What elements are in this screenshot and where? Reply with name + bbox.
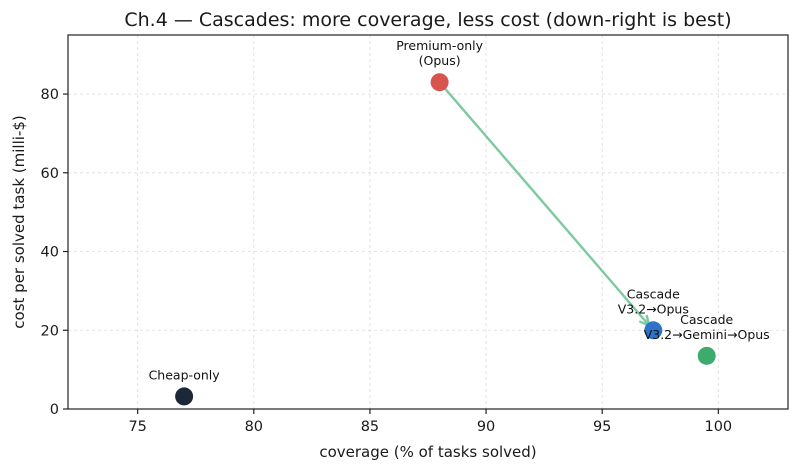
point-labels: Cheap-onlyPremium-only(Opus)CascadeV3.2→… — [149, 38, 770, 382]
plot-frame — [67, 34, 789, 410]
y-tick-label: 0 — [50, 402, 59, 418]
x-tick-label: 100 — [704, 419, 732, 435]
scatter-point — [697, 346, 716, 365]
y-axis-ticks: 0 20 40 60 80 — [41, 87, 68, 418]
x-tick-label: 95 — [593, 419, 611, 435]
arrow-layer — [442, 86, 652, 328]
y-tick-label: 40 — [41, 245, 59, 261]
point-label: (Opus) — [419, 53, 461, 68]
x-tick-label: 80 — [245, 419, 263, 435]
points-layer — [175, 73, 716, 406]
point-label: Cascade — [627, 286, 680, 301]
point-label: Premium-only — [396, 38, 483, 53]
x-axis-ticks: 75 80 85 90 95 100 — [128, 409, 732, 435]
y-tick-label: 80 — [41, 87, 59, 103]
scatter-point — [644, 321, 663, 340]
y-tick-label: 60 — [41, 166, 59, 182]
x-tick-label: 85 — [361, 419, 379, 435]
x-tick-label: 75 — [128, 419, 146, 435]
improvement-arrow — [442, 86, 651, 327]
scatter-point — [430, 73, 449, 92]
x-axis-label: coverage (% of tasks solved) — [319, 443, 536, 461]
point-label: V3.2→Opus — [618, 301, 689, 316]
grid-lines — [68, 35, 788, 410]
scatter-point — [175, 387, 194, 406]
y-tick-label: 20 — [41, 323, 59, 339]
point-label: V3.2→Gemini→Opus — [644, 327, 770, 342]
chart-title: Ch.4 — Cascades: more coverage, less cos… — [124, 9, 731, 31]
point-label: Cheap-only — [149, 367, 221, 382]
y-axis-label: cost per solved task (milli-$) — [10, 115, 28, 328]
x-tick-label: 90 — [477, 419, 495, 435]
point-label: Cascade — [680, 312, 733, 327]
